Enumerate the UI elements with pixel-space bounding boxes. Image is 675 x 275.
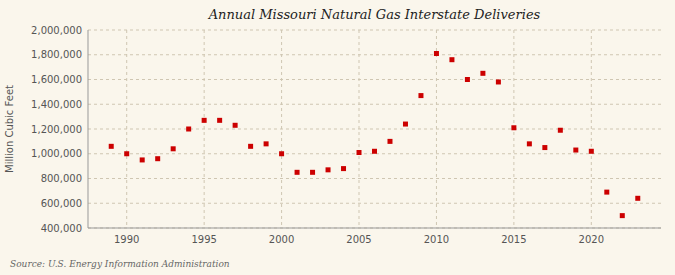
point (465, 77, 470, 82)
grid-line-x (359, 30, 360, 228)
y-tick-label: 1,600,000 (31, 74, 82, 85)
point (202, 118, 207, 123)
y-axis-line (88, 30, 89, 228)
tick-labels: 400,000 600,000 800,000 1,000,000 1,200,000 1… (31, 25, 604, 246)
x-axis-line (88, 228, 661, 229)
point (186, 127, 191, 132)
point (341, 166, 346, 171)
grid (88, 30, 661, 228)
x-tick-label: 2010 (424, 234, 449, 245)
point (527, 141, 532, 146)
point (418, 93, 423, 98)
grid-line-y (88, 54, 661, 55)
point (542, 145, 547, 150)
y-tick-label: 1,200,000 (31, 124, 82, 135)
point (589, 149, 594, 154)
point (155, 156, 160, 161)
x-tick-label: 2005 (346, 234, 371, 245)
point (233, 123, 238, 128)
point (109, 144, 114, 149)
x-tick-label: 2000 (269, 234, 294, 245)
point (295, 170, 300, 175)
point (480, 71, 485, 76)
point (496, 79, 501, 84)
point (604, 190, 609, 195)
point (171, 146, 176, 151)
grid-line-x (436, 30, 437, 228)
chart: 400,000 600,000 800,000 1,000,000 1,200,000 1… (0, 0, 675, 275)
grid-line-x (591, 30, 592, 228)
y-tick-label: 2,000,000 (31, 25, 82, 36)
grid-line-y (88, 228, 661, 229)
grid-line-y (88, 30, 661, 31)
point (635, 196, 640, 201)
point (248, 144, 253, 149)
title: Annual Missouri Natural Gas Interstate D… (208, 7, 541, 22)
grid-line-x (281, 30, 282, 228)
point (310, 170, 315, 175)
grid-line-y (88, 79, 661, 80)
point (558, 128, 563, 133)
point (434, 51, 439, 56)
x-tick-label: 1990 (114, 234, 139, 245)
y-tick-label: 1,000,000 (31, 148, 82, 159)
grid-line-y (88, 104, 661, 105)
point (326, 167, 331, 172)
y-tick-label: 1,400,000 (31, 99, 82, 110)
x-tick-label: 1995 (191, 234, 216, 245)
point (403, 122, 408, 127)
y-tick-label: 1,800,000 (31, 49, 82, 60)
point (279, 151, 284, 156)
y-tick-label: 800,000 (41, 173, 82, 184)
point (511, 125, 516, 130)
y-axis-label: Million Cubic Feet (4, 85, 15, 173)
point (620, 213, 625, 218)
grid-line-x (204, 30, 205, 228)
grid-line-y (88, 129, 661, 130)
point (217, 118, 222, 123)
point (449, 57, 454, 62)
y-tick-label: 400,000 (41, 223, 82, 234)
grid-line-y (88, 203, 661, 204)
points (109, 51, 641, 218)
point (573, 148, 578, 153)
x-tick-label: 2015 (501, 234, 526, 245)
point (140, 157, 145, 162)
point (264, 141, 269, 146)
x-tick-label: 2020 (579, 234, 604, 245)
point (357, 150, 362, 155)
point (124, 151, 129, 156)
source-note: Source: U.S. Energy Information Administ… (10, 259, 230, 269)
grid-line-x (126, 30, 127, 228)
background (0, 0, 675, 275)
point (372, 149, 377, 154)
point (387, 139, 392, 144)
y-tick-label: 600,000 (41, 198, 82, 209)
grid-line-y (88, 178, 661, 179)
